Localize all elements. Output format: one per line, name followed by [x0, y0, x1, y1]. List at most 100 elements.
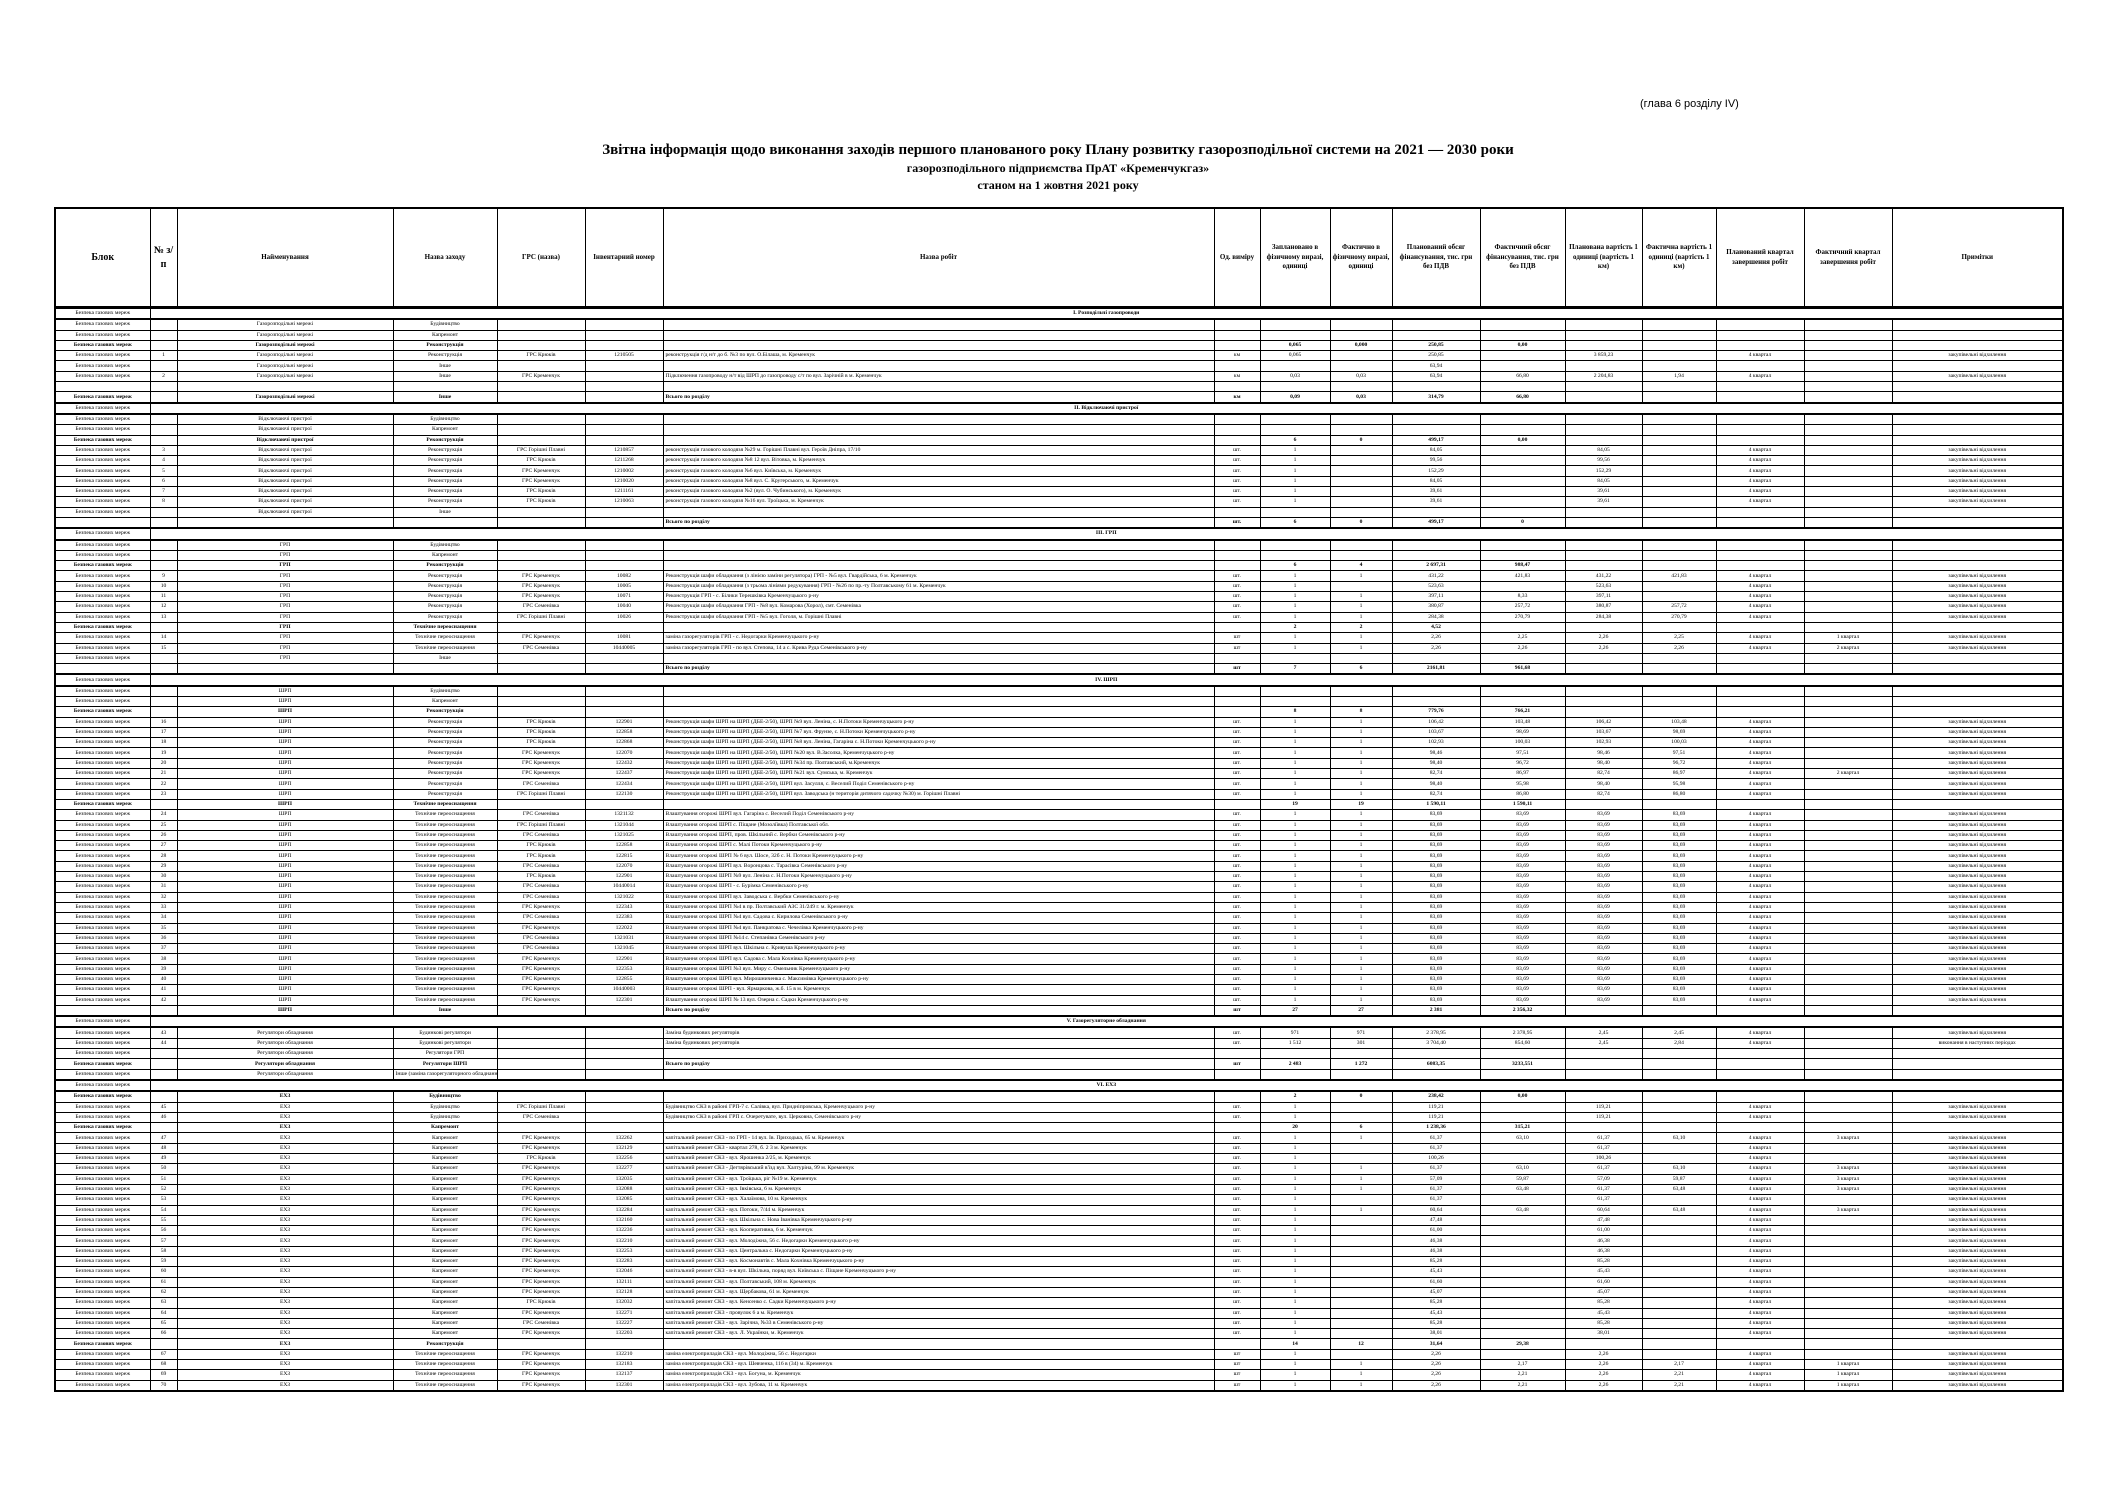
- block-cell: Безпека газових мереж: [54, 1225, 151, 1237]
- name-cell: Газорозподільні мережі: [176, 329, 394, 341]
- planned-quantity-cell: 1: [1259, 881, 1331, 893]
- planned-unit-cost-cell: 61,37: [1564, 1132, 1643, 1144]
- name-cell: Газорозподільні мережі: [176, 318, 394, 331]
- measure-cell: Технічне переоснащення: [392, 850, 498, 862]
- actual-quantity-cell: 1: [1329, 1183, 1393, 1196]
- unit-cell: [1213, 506, 1261, 518]
- block-cell: Безпека газових мереж: [54, 737, 151, 749]
- actual-quarter-cell: [1803, 1245, 1893, 1258]
- measure-cell: Технічне переоснащення: [392, 632, 498, 644]
- inventory-number-cell: [584, 391, 664, 404]
- actual-quantity-cell: 1: [1329, 932, 1393, 945]
- unit-cell: [1213, 560, 1261, 572]
- planned-quarter-cell: [1715, 685, 1805, 697]
- table-row: Безпека газових мереж 4 Відключаючі пристр…: [54, 455, 2064, 467]
- name-cell: Відключаючі пристрої: [176, 465, 394, 477]
- unit-cell: шт.: [1213, 943, 1261, 955]
- unit-cell: шт: [1213, 1348, 1261, 1360]
- measure-cell: Реконструкція: [392, 455, 498, 467]
- number-cell: 68: [149, 1358, 178, 1371]
- block-cell: Безпека газових мереж: [54, 424, 151, 436]
- section-title: ІІІ. ГРП: [149, 527, 2064, 541]
- subtotal-row: Безпека газових мереж ЕХЗ Капремонт 20 6 1 23…: [54, 1122, 2064, 1134]
- planned-unit-cost-cell: 99,56: [1564, 455, 1643, 467]
- name-cell: Регулятори обладнання: [176, 1037, 394, 1050]
- planned-quantity-cell: 1: [1259, 1307, 1331, 1319]
- grs-cell: [496, 652, 586, 665]
- number-cell: 21: [149, 768, 178, 780]
- planned-unit-cost-cell: 83,69: [1564, 943, 1643, 955]
- name-cell: ЕХЗ: [176, 1204, 394, 1216]
- number-cell: 56: [149, 1225, 178, 1237]
- planned-quarter-cell: 4 квартал: [1715, 912, 1805, 924]
- planned-quantity-cell: 1: [1259, 465, 1331, 477]
- measure-cell: Реконструкція: [392, 486, 498, 498]
- number-cell: 44: [149, 1037, 178, 1050]
- inventory-number-cell: 122130: [584, 788, 664, 800]
- actual-unit-cost-cell: 83,69: [1641, 809, 1717, 821]
- number-cell: 59: [149, 1256, 178, 1268]
- actual-unit-cost-cell: 2,21: [1641, 1379, 1717, 1392]
- notes-cell: [1891, 539, 2064, 551]
- table-row: Безпека газових мереж 66 ЕХЗ Капремонт ГРС К…: [54, 1328, 2064, 1340]
- actual-quarter-cell: 3 квартал: [1803, 1132, 1893, 1144]
- actual-financing-cell: [1479, 1286, 1566, 1299]
- grs-cell: ГРС Кременчук: [496, 570, 586, 582]
- block-cell: Безпека газових мереж: [54, 912, 151, 924]
- planned-quarter-cell: 4 квартал: [1715, 1132, 1805, 1144]
- unit-cell: [1213, 652, 1261, 665]
- block-cell: Безпека газових мереж: [54, 632, 151, 644]
- planned-financing-cell: 238,42: [1391, 1090, 1481, 1103]
- inventory-number-cell: [584, 318, 664, 331]
- planned-quantity-cell: 1: [1259, 819, 1331, 831]
- planned-unit-cost-cell: [1564, 1338, 1643, 1350]
- block-cell: Безпека газових мереж: [54, 932, 151, 945]
- number-cell: 65: [149, 1317, 178, 1330]
- table-row: Безпека газових мереж 70 ЕХЗ Технічне перео…: [54, 1379, 2064, 1392]
- measure-cell: Технічне переоснащення: [392, 860, 498, 873]
- inventory-number-cell: 1210063: [584, 496, 664, 508]
- notes-cell: [1891, 621, 2064, 634]
- measure-cell: Технічне переоснащення: [392, 984, 498, 996]
- measure-cell: Технічне переоснащення: [392, 973, 498, 986]
- number-cell: [149, 339, 178, 352]
- notes-cell: [1891, 560, 2064, 572]
- name-cell: ШРП: [176, 973, 394, 986]
- grs-cell: ГРС Кременчук: [496, 1204, 586, 1216]
- planned-financing-cell: 63,94: [1391, 360, 1481, 372]
- work-name-cell: капітальний ремонт СКЗ - вул. Щербакова,…: [662, 1286, 1215, 1299]
- block-cell: Безпека газових мереж: [54, 1048, 151, 1060]
- measure-cell: Капремонт: [392, 1122, 498, 1134]
- actual-quarter-cell: [1803, 1026, 1893, 1039]
- measure-cell: Капремонт: [392, 1163, 498, 1175]
- actual-unit-cost-cell: [1641, 475, 1717, 488]
- number-cell: [149, 329, 178, 341]
- planned-unit-cost-cell: 119,21: [1564, 1101, 1643, 1113]
- unit-cell: км: [1213, 350, 1261, 362]
- block-cell: Безпека газових мереж: [54, 570, 151, 582]
- notes-cell: закупівельні відхилення: [1891, 601, 2064, 613]
- work-name-cell: [662, 1338, 1215, 1350]
- planned-financing-cell: 1 238,36: [1391, 1122, 1481, 1134]
- planned-quantity-cell: 1: [1259, 1153, 1331, 1165]
- planned-quantity-cell: [1259, 1048, 1331, 1060]
- unit-cell: [1213, 1090, 1261, 1103]
- name-cell: [176, 516, 394, 529]
- inventory-number-cell: 132227: [584, 1317, 664, 1330]
- unit-cell: шт.: [1213, 475, 1261, 488]
- inventory-number-cell: 132284: [584, 1204, 664, 1216]
- actual-unit-cost-cell: 103,48: [1641, 716, 1717, 728]
- work-name-cell: реконструкція газового колодязя №8 12 ву…: [662, 455, 1215, 467]
- name-cell: ЕХЗ: [176, 1276, 394, 1288]
- planned-unit-cost-cell: 103,67: [1564, 726, 1643, 739]
- measure-cell: Реконструкція: [392, 706, 498, 718]
- planned-quantity-cell: 1: [1259, 496, 1331, 508]
- grs-cell: ГРС Кременчук: [496, 953, 586, 965]
- work-name-cell: Реконструкція шафи обладнання (з трьома …: [662, 580, 1215, 593]
- inventory-number-cell: 132301: [584, 1379, 664, 1392]
- planned-financing-cell: 39,61: [1391, 486, 1481, 498]
- actual-quantity-cell: [1329, 695, 1393, 708]
- subtotal-row: Всього по розділу шт. 6 0 499,17 0: [54, 516, 2064, 529]
- planned-quarter-cell: 4 квартал: [1715, 1183, 1805, 1196]
- table-row: Безпека газових мереж 68 ЕХЗ Технічне перео…: [54, 1358, 2064, 1371]
